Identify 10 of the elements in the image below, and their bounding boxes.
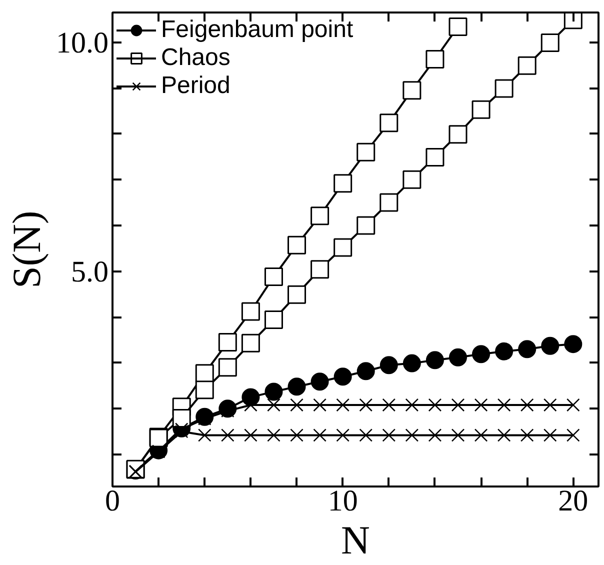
legend-label: Feigenbaum point: [161, 16, 354, 44]
y-axis-title: S(N): [4, 210, 49, 288]
y-tick-label: 10.0: [56, 26, 108, 60]
x-tick-label: 20: [558, 484, 588, 518]
x-tick-label: 0: [105, 484, 120, 518]
legend-label: Chaos: [161, 44, 230, 72]
x-tick-label: 10: [328, 484, 358, 518]
y-tick-label: 5.0: [71, 255, 108, 288]
x-axis-title: N: [341, 518, 370, 562]
legend-label: Period: [161, 72, 230, 100]
